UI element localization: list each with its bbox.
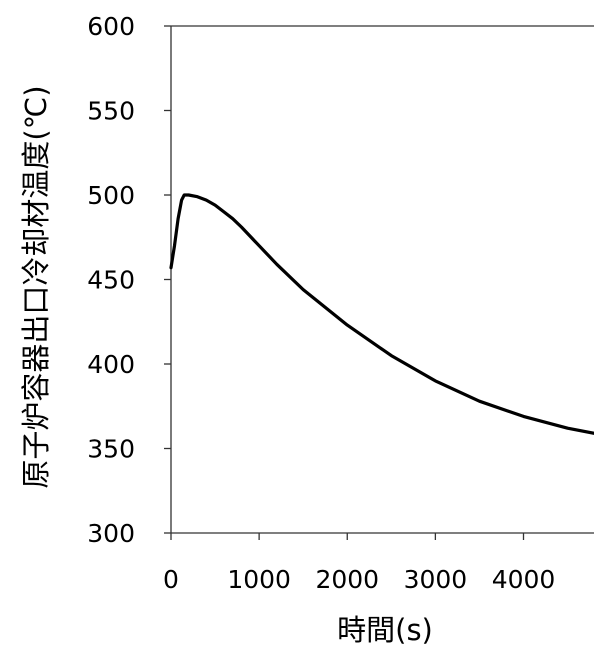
y-tick-label: 350 [87, 435, 135, 464]
y-axis-title: 原子炉容器出口冷却材温度(℃) [19, 85, 53, 488]
x-tick-label: 2000 [315, 565, 379, 594]
y-axis: 300 350 400 450 500 550 600 [87, 12, 171, 548]
x-axis-title: 時間(s) [337, 613, 433, 647]
x-tick-label: 1000 [227, 565, 291, 594]
series-line [169, 193, 594, 435]
x-tick-label: 3000 [404, 565, 468, 594]
plot-area [170, 25, 594, 534]
y-tick-label: 450 [87, 266, 135, 295]
x-axis: 0 1000 2000 3000 4000 [163, 533, 555, 594]
y-tick-label: 550 [87, 97, 135, 126]
x-tick-label: 0 [163, 565, 179, 594]
y-tick-label: 300 [87, 519, 135, 548]
series-layer [169, 193, 594, 435]
x-tick-label: 4000 [492, 565, 556, 594]
y-tick-label: 400 [87, 350, 135, 379]
y-tick-label: 600 [87, 12, 135, 41]
y-tick-label: 500 [87, 181, 135, 210]
